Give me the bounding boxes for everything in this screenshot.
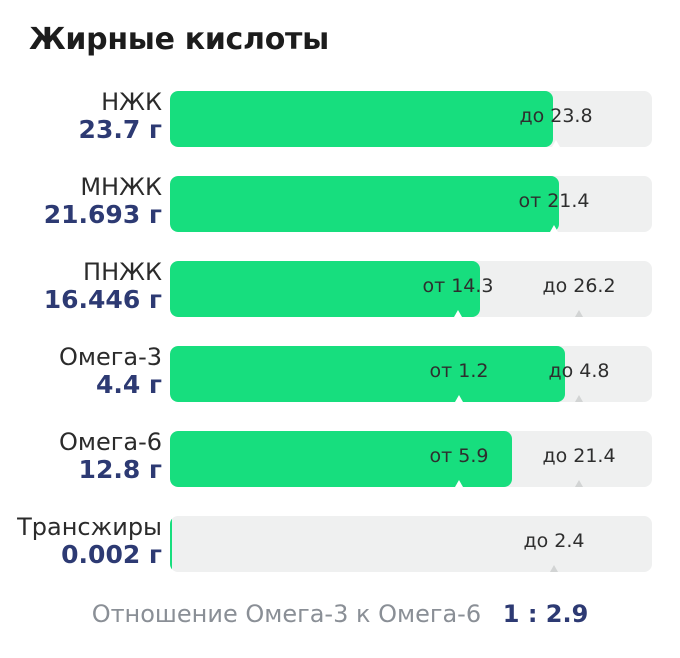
section-title: Жирные кислоты	[29, 22, 329, 57]
progress-track: от 5.9 до 21.4	[170, 431, 652, 487]
progress-fill	[170, 91, 553, 147]
nutrient-amount: 12.8 г	[78, 455, 162, 484]
nutrient-name: Омега-6	[58, 428, 162, 456]
norm-marker-tick	[575, 310, 583, 317]
nutrient-name: МНЖК	[80, 173, 162, 201]
progress-track: от 21.4	[170, 176, 652, 232]
norm-marker-label: до 2.4	[523, 530, 585, 552]
nutrient-label: ПНЖК 16.446 г	[44, 258, 162, 314]
nutrient-label: МНЖК 21.693 г	[44, 173, 162, 229]
nutrient-row: НЖК 23.7 г до 23.8	[0, 88, 680, 148]
omega-ratio: Отношение Омега-3 к Омега-6 1 : 2.9	[0, 600, 680, 628]
norm-marker-label: от 5.9	[429, 445, 489, 467]
nutrient-label: Омега-3 4.4 г	[59, 343, 162, 399]
norm-marker-tick	[454, 310, 462, 317]
nutrient-row: МНЖК 21.693 г от 21.4	[0, 173, 680, 233]
nutrient-amount: 16.446 г	[43, 285, 162, 314]
progress-fill	[170, 346, 565, 402]
progress-track: до 2.4	[170, 516, 652, 572]
nutrient-row: Трансжиры 0.002 г до 2.4	[0, 513, 680, 573]
nutrient-label: Омега-6 12.8 г	[59, 428, 162, 484]
nutrient-row: Омега-6 12.8 г от 5.9 до 21.4	[0, 428, 680, 488]
norm-marker-tick	[550, 225, 558, 232]
nutrient-label: Трансжиры 0.002 г	[17, 513, 162, 569]
nutrient-name: Омега-3	[58, 343, 162, 371]
norm-marker-tick	[575, 480, 583, 487]
nutrient-amount: 4.4 г	[95, 370, 162, 399]
nutrient-row: ПНЖК 16.446 г от 14.3 до 26.2	[0, 258, 680, 318]
progress-fill	[170, 431, 512, 487]
norm-marker-label: до 4.8	[548, 360, 610, 382]
norm-marker-label: от 21.4	[518, 190, 590, 212]
nutrient-name: Трансжиры	[17, 513, 162, 541]
nutrient-name: НЖК	[101, 88, 162, 116]
norm-marker-label: до 23.8	[519, 105, 593, 127]
nutrient-label: НЖК 23.7 г	[79, 88, 162, 144]
norm-marker-tick	[575, 395, 583, 402]
progress-track: от 1.2 до 4.8	[170, 346, 652, 402]
progress-fill	[170, 261, 480, 317]
progress-track: до 23.8	[170, 91, 652, 147]
norm-marker-label: от 1.2	[429, 360, 489, 382]
norm-marker-tick	[552, 140, 560, 147]
norm-marker-tick	[455, 395, 463, 402]
omega-ratio-label: Отношение Омега-3 к Омега-6	[91, 600, 482, 628]
nutrient-amount: 0.002 г	[61, 540, 162, 569]
progress-fill	[170, 516, 172, 572]
norm-marker-label: до 21.4	[542, 445, 616, 467]
progress-track: от 14.3 до 26.2	[170, 261, 652, 317]
nutrient-amount: 21.693 г	[43, 200, 162, 229]
nutrient-amount: 23.7 г	[78, 115, 162, 144]
norm-marker-label: до 26.2	[542, 275, 616, 297]
omega-ratio-value: 1 : 2.9	[502, 600, 589, 628]
nutrient-name: ПНЖК	[83, 258, 162, 286]
norm-marker-label: от 14.3	[422, 275, 494, 297]
norm-marker-tick	[455, 480, 463, 487]
progress-fill	[170, 176, 559, 232]
nutrient-row: Омега-3 4.4 г от 1.2 до 4.8	[0, 343, 680, 403]
norm-marker-tick	[550, 565, 558, 572]
